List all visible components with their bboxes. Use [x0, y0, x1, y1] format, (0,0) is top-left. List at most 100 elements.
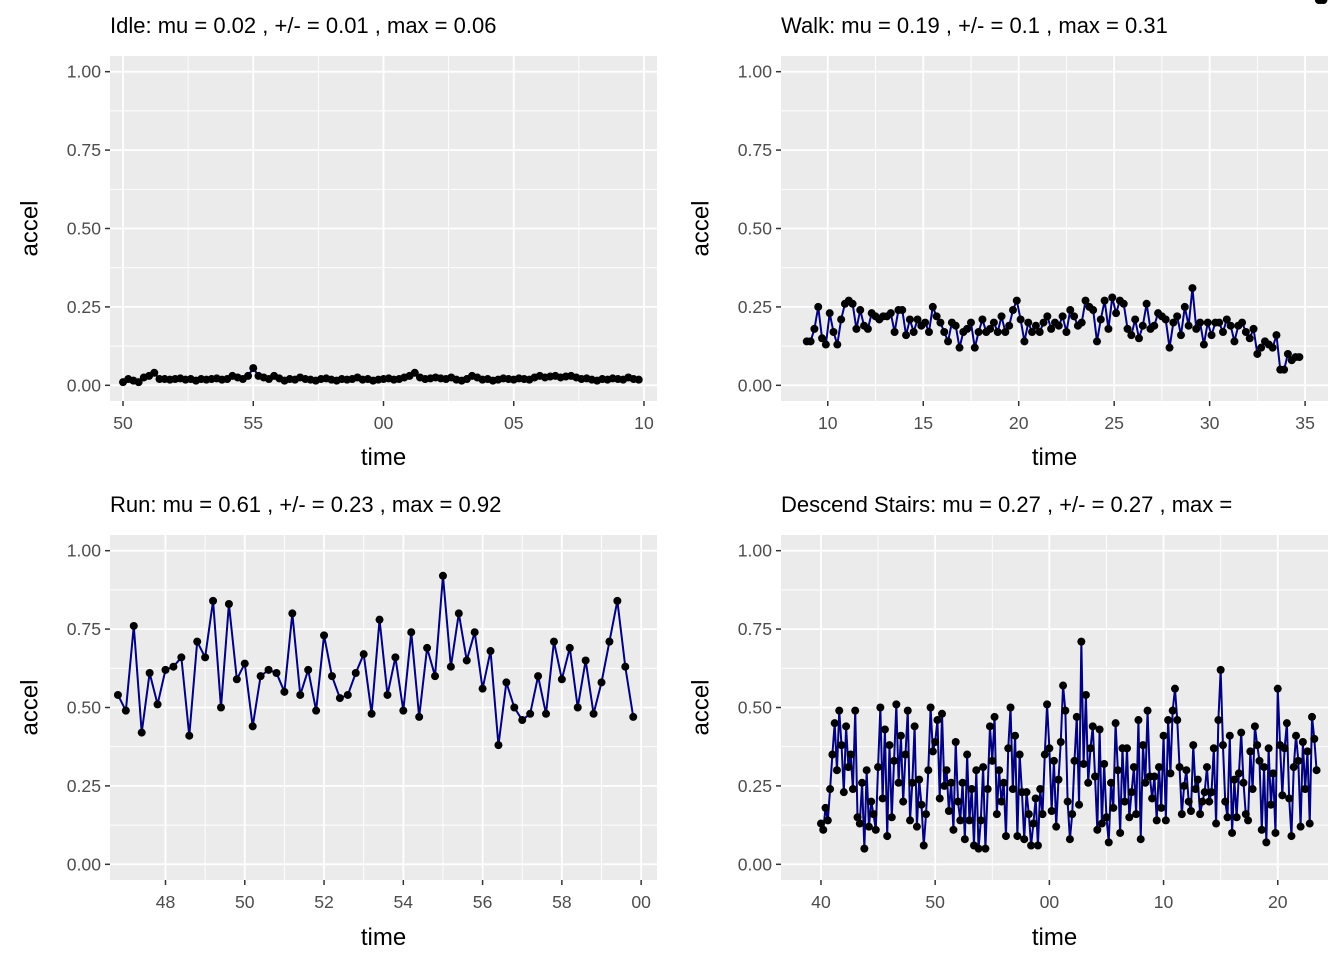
data-point	[288, 609, 297, 618]
data-point	[351, 669, 360, 677]
data-point	[981, 844, 990, 853]
x-tick-label: 00	[1040, 892, 1060, 912]
data-point	[1245, 334, 1254, 343]
data-point	[1312, 766, 1321, 775]
data-point	[1016, 315, 1025, 324]
data-point	[454, 609, 463, 618]
data-point	[1081, 690, 1090, 699]
y-tick-label: 1.00	[738, 62, 772, 82]
data-point	[876, 703, 885, 712]
data-point	[986, 324, 995, 333]
data-point	[874, 763, 883, 772]
data-point	[1020, 337, 1029, 346]
data-point	[1013, 832, 1022, 841]
y-axis-title: accel	[688, 200, 715, 256]
data-point	[621, 662, 630, 671]
data-point	[1198, 797, 1207, 806]
data-point	[997, 797, 1006, 806]
data-point	[1063, 797, 1072, 806]
data-point	[908, 778, 917, 787]
data-point	[134, 378, 143, 387]
data-point	[177, 653, 186, 662]
data-point	[830, 719, 839, 728]
data-point	[470, 628, 479, 637]
data-point	[1012, 296, 1021, 305]
data-point	[1039, 318, 1048, 327]
data-point	[129, 621, 138, 630]
data-point	[999, 778, 1008, 787]
data-point	[1100, 759, 1109, 768]
data-point	[989, 318, 998, 327]
data-point	[320, 631, 329, 640]
data-point	[826, 785, 835, 794]
data-point	[1177, 810, 1186, 819]
data-point	[954, 797, 963, 806]
data-point	[880, 725, 889, 734]
data-point	[1222, 315, 1231, 324]
data-point	[938, 709, 947, 718]
data-point	[161, 665, 170, 674]
y-tick-label: 0.50	[738, 698, 772, 718]
data-point	[814, 302, 823, 311]
data-point	[1234, 769, 1243, 778]
data-point	[359, 650, 368, 659]
data-point	[410, 368, 419, 377]
x-tick-label: 10	[818, 413, 838, 433]
data-point	[1024, 318, 1033, 327]
y-tick-label: 0.25	[738, 776, 772, 796]
data-point	[974, 328, 983, 336]
data-point	[928, 302, 937, 311]
data-point	[137, 728, 146, 737]
data-point	[1176, 331, 1185, 340]
data-point	[1246, 747, 1255, 756]
data-point	[883, 832, 892, 841]
data-point	[967, 785, 976, 794]
data-point	[169, 662, 178, 671]
data-point	[153, 700, 162, 709]
data-point	[1221, 797, 1230, 806]
data-point	[1161, 816, 1170, 825]
data-point	[885, 741, 894, 750]
data-point	[910, 722, 919, 731]
x-tick-label: 05	[504, 413, 524, 433]
data-point	[1319, 0, 1328, 4]
data-point	[1225, 731, 1234, 740]
data-point	[1086, 744, 1095, 753]
data-point	[391, 653, 400, 662]
data-point	[864, 822, 873, 831]
data-point	[415, 712, 424, 721]
data-point	[1005, 321, 1014, 330]
chart-panel-4: 0.000.250.500.751.0040500010203040Descen…	[688, 0, 1336, 951]
data-point	[1268, 343, 1277, 352]
data-point	[1203, 318, 1212, 327]
x-tick-label: 15	[913, 413, 933, 433]
data-point	[296, 690, 305, 699]
data-point	[1001, 328, 1010, 336]
data-point	[858, 778, 867, 787]
data-point	[1020, 835, 1029, 844]
data-point	[248, 722, 257, 731]
y-tick-label: 0.00	[738, 854, 772, 874]
data-point	[816, 819, 825, 828]
data-point	[1260, 763, 1269, 772]
data-point	[1205, 797, 1214, 806]
data-point	[244, 371, 253, 380]
data-point	[995, 766, 1004, 775]
data-point	[1209, 744, 1218, 753]
data-point	[944, 807, 953, 815]
data-point	[1189, 741, 1198, 750]
data-point	[1029, 819, 1038, 828]
data-point	[1173, 312, 1182, 321]
x-axis-title: time	[1032, 444, 1077, 471]
data-point	[919, 841, 928, 850]
data-point	[1264, 744, 1273, 753]
data-point	[1141, 778, 1150, 787]
data-point	[821, 803, 830, 812]
data-point	[1077, 318, 1086, 327]
y-axis-title: accel	[688, 679, 715, 735]
y-tick-label: 0.00	[67, 854, 101, 874]
data-point	[240, 659, 249, 668]
x-tick-label: 55	[243, 413, 263, 433]
x-tick-label: 54	[394, 892, 414, 912]
